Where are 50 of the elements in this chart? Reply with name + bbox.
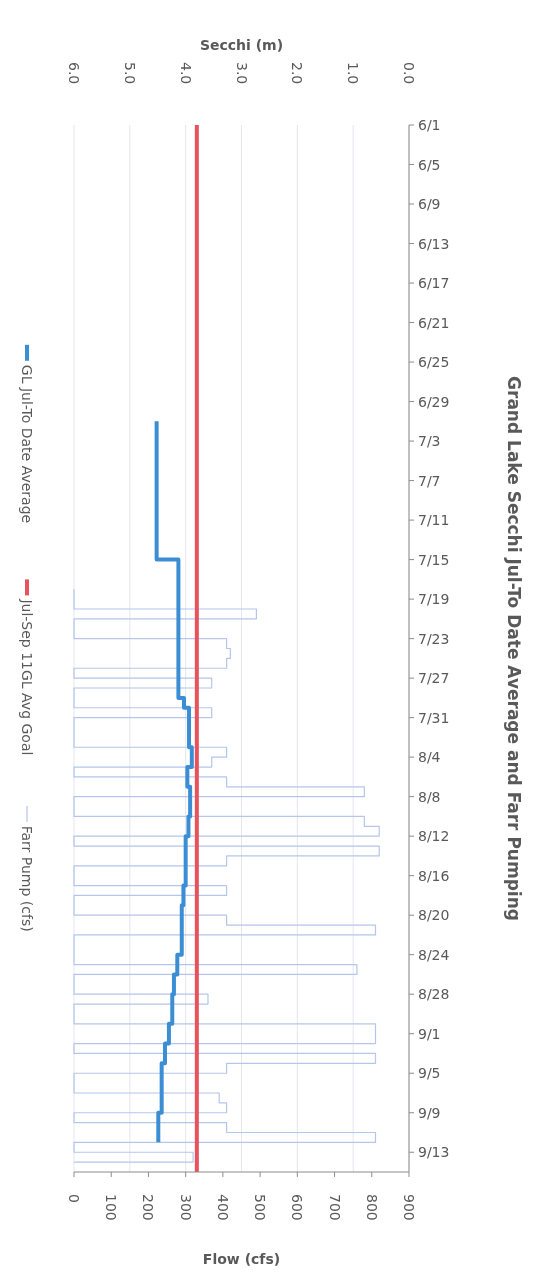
x-tick-label: 800 [363, 1194, 380, 1221]
y-tick-label: 7/19 [418, 591, 450, 608]
y-tick-label: 9/1 [418, 1025, 441, 1042]
x2-axis-title: Secchi (m) [199, 37, 284, 53]
y-tick-label: 9/13 [418, 1144, 450, 1161]
legend-label: Farr Pump (cfs) [19, 825, 35, 932]
x-tick-label: 0 [66, 1194, 82, 1203]
y-tick-label: 8/8 [418, 788, 441, 805]
y-tick-label: 8/20 [418, 907, 450, 924]
x-tick-label: 900 [401, 1194, 417, 1221]
x2-tick-label: 2.0 [289, 62, 306, 85]
x2-tick-label: 1.0 [345, 62, 362, 85]
y-tick-label: 6/29 [418, 393, 450, 410]
x-axis-title: Flow (cfs) [202, 1251, 281, 1267]
y-tick-label: 8/24 [418, 946, 450, 963]
y-tick-label: 7/7 [418, 472, 441, 489]
y-tick-label: 7/3 [418, 433, 441, 450]
y-tick-label: 6/1 [418, 117, 441, 133]
y-tick-label: 7/23 [418, 630, 450, 647]
y-tick-label: 6/17 [418, 275, 450, 292]
y-tick-label: 7/31 [418, 709, 450, 726]
y-tick-label: 9/9 [418, 1104, 441, 1121]
x-tick-label: 500 [252, 1194, 269, 1221]
y-tick-label: 6/25 [418, 354, 450, 371]
y-tick-label: 6/9 [418, 196, 441, 213]
y-tick-label: 8/4 [418, 749, 441, 766]
x2-tick-label: 4.0 [177, 62, 194, 85]
legend-label: GL Jul-To Date Average [19, 364, 35, 524]
text: Grand Lake Secchi Jul-To Date Average and Farr Pumping [504, 376, 524, 921]
y-tick-label: 9/5 [418, 1065, 441, 1082]
x2-tick-label: 6.0 [66, 62, 82, 85]
x2-tick-label: 3.0 [233, 62, 250, 85]
x-tick-label: 100 [103, 1194, 120, 1221]
x-tick-label: 200 [140, 1194, 157, 1221]
x-tick-label: 300 [177, 1194, 194, 1221]
x2-tick-label: 5.0 [121, 62, 138, 85]
y-tick-label: 7/15 [418, 551, 450, 568]
y-tick-label: 6/21 [418, 314, 450, 331]
x2-tick-label: 0.0 [401, 62, 417, 85]
y-tick-label: 6/13 [418, 235, 450, 252]
y-tick-label: 6/5 [418, 156, 441, 173]
y-tick-label: 8/16 [418, 867, 450, 884]
x-tick-label: 400 [214, 1194, 231, 1221]
x-tick-label: 600 [289, 1194, 306, 1221]
legend-label: Jul-Sep 11GL Avg Goal [19, 598, 35, 756]
y-tick-label: 7/27 [418, 670, 450, 687]
x-tick-label: 700 [326, 1194, 343, 1221]
y-tick-label: 8/12 [418, 828, 450, 845]
y-tick-label: 8/28 [418, 986, 450, 1003]
y-tick-label: 7/11 [418, 512, 450, 529]
